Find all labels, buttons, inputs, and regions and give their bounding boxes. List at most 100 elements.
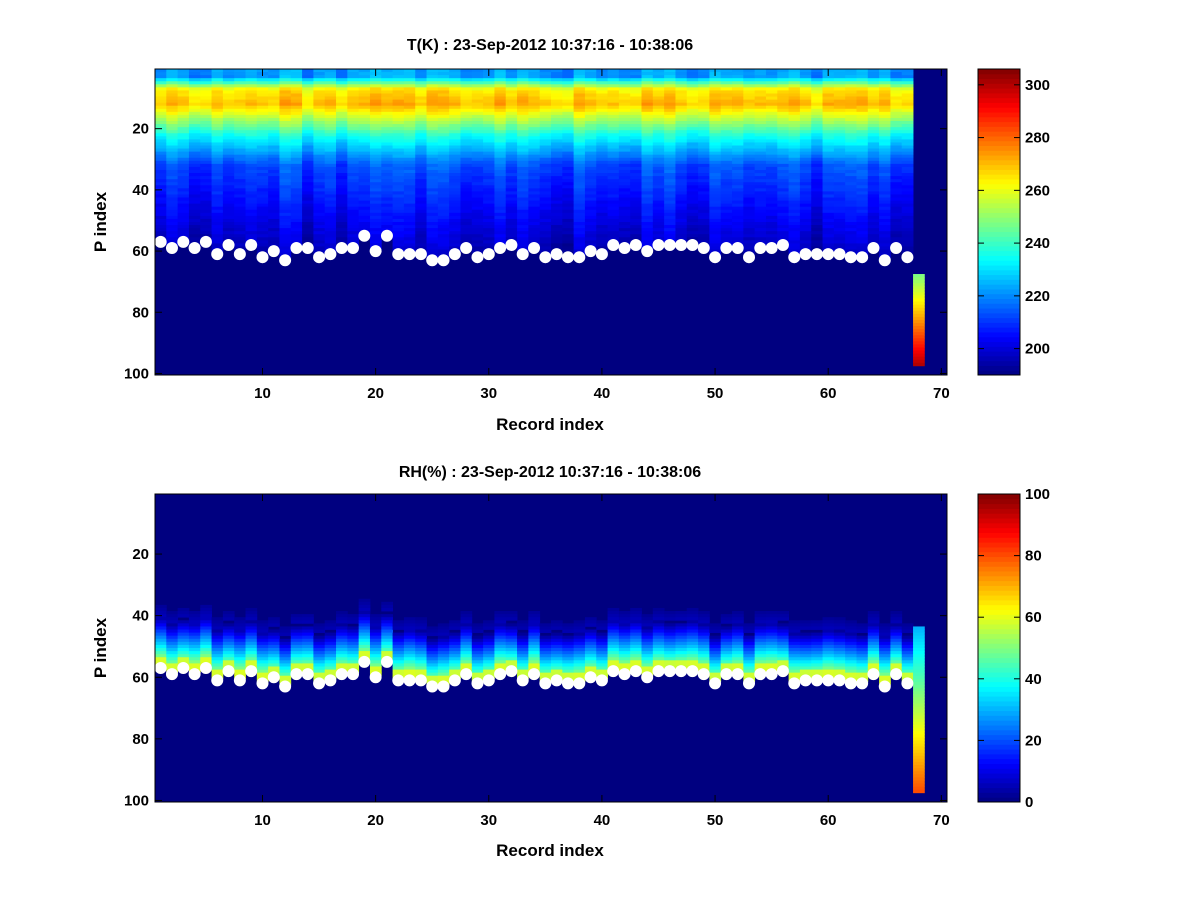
heatmap-cell (494, 117, 507, 122)
heatmap-cell (211, 651, 224, 655)
heatmap-cell (302, 121, 314, 125)
heatmap-cell (415, 176, 427, 180)
heatmap-cell (788, 169, 801, 174)
heatmap-cell (607, 160, 620, 165)
heatmap-cell (641, 166, 654, 171)
heatmap-cell (596, 142, 608, 146)
heatmap-cell (166, 638, 179, 643)
heatmap-cell (200, 212, 212, 217)
heatmap-cell (381, 173, 393, 177)
heatmap-cell (584, 218, 597, 223)
heatmap-cell (415, 617, 427, 621)
heatmap-cell (177, 179, 190, 183)
heatmap-cell (222, 111, 235, 116)
heatmap-cell (166, 203, 179, 208)
heatmap-cell (494, 133, 507, 137)
heatmap-cell (833, 111, 846, 116)
temperature-surface-markers (154, 229, 914, 267)
heatmap-cell (901, 127, 914, 131)
heatmap-cell (913, 301, 925, 306)
heatmap-cell (302, 93, 314, 97)
heatmap-cell (200, 654, 212, 658)
heatmap-cell (256, 240, 269, 244)
heatmap-cell (720, 93, 733, 97)
heatmap-cell (302, 99, 314, 104)
heatmap-cell (200, 644, 212, 649)
heatmap-cell (528, 657, 541, 661)
surface-marker (618, 242, 631, 255)
heatmap-cell (381, 185, 393, 189)
heatmap-cell (234, 644, 246, 649)
heatmap-cell (777, 234, 789, 238)
heatmap-cell (856, 96, 869, 100)
heatmap-cell (369, 617, 382, 621)
heatmap-cell (652, 154, 665, 159)
heatmap-cell (358, 607, 371, 612)
heatmap-cell (743, 148, 756, 153)
heatmap-cell (822, 215, 835, 220)
heatmap-cell (234, 240, 246, 244)
heatmap-cell (268, 657, 280, 661)
heatmap-cell (709, 96, 722, 100)
heatmap-cell (584, 648, 597, 652)
heatmap-cell (234, 209, 246, 214)
heatmap-cell (890, 69, 903, 73)
heatmap-cell (483, 173, 495, 177)
heatmap-cell (675, 228, 688, 232)
heatmap-cell (686, 121, 699, 125)
heatmap-cell (268, 234, 280, 238)
heatmap-cell (562, 185, 575, 189)
heatmap-cell (630, 148, 642, 153)
heatmap-cell (290, 614, 303, 618)
heatmap-cell (381, 69, 393, 73)
heatmap-cell (641, 169, 654, 174)
heatmap-cell (765, 215, 778, 220)
heatmap-cell (483, 117, 495, 122)
heatmap-cell (913, 335, 925, 339)
heatmap-cell (664, 231, 676, 235)
heatmap-cell (324, 654, 337, 658)
heatmap-cell (494, 200, 507, 205)
colorbar-swatch (978, 331, 1020, 338)
heatmap-cell (517, 96, 529, 100)
heatmap-cell (720, 157, 733, 162)
heatmap-cell (256, 620, 269, 624)
heatmap-cell (754, 218, 767, 223)
heatmap-cell (675, 203, 688, 208)
heatmap-cell (573, 638, 586, 643)
heatmap-cell (415, 641, 427, 646)
heatmap-cell (664, 121, 676, 125)
heatmap-cell (573, 209, 586, 214)
heatmap-cell (833, 228, 846, 232)
heatmap-cell (596, 212, 608, 217)
heatmap-cell (324, 191, 337, 195)
heatmap-cell (200, 632, 212, 637)
heatmap-cell (539, 218, 552, 223)
heatmap-cell (460, 194, 473, 198)
heatmap-cell (381, 191, 393, 195)
heatmap-cell (664, 72, 676, 76)
heatmap-cell (222, 197, 235, 201)
heatmap-cell (313, 169, 326, 174)
heatmap-cell (222, 102, 235, 107)
heatmap-cell (551, 169, 563, 174)
heatmap-cell (426, 133, 439, 137)
heatmap-cell (799, 243, 812, 247)
heatmap-cell (618, 620, 631, 624)
heatmap-cell (166, 145, 179, 149)
heatmap-cell (245, 203, 258, 208)
heatmap-cell (765, 136, 778, 140)
heatmap-cell (822, 209, 835, 214)
heatmap-cell (686, 99, 699, 104)
heatmap-cell (313, 666, 326, 670)
colorbar-swatch (978, 365, 1020, 371)
heatmap-cell (618, 81, 631, 85)
heatmap-cell (256, 130, 269, 134)
heatmap-cell (845, 136, 857, 140)
heatmap-cell (324, 69, 337, 73)
heatmap-cell (166, 151, 179, 156)
heatmap-cell (901, 139, 914, 143)
heatmap-cell (596, 169, 608, 174)
heatmap-cell (505, 626, 518, 630)
heatmap-cell (302, 69, 314, 73)
